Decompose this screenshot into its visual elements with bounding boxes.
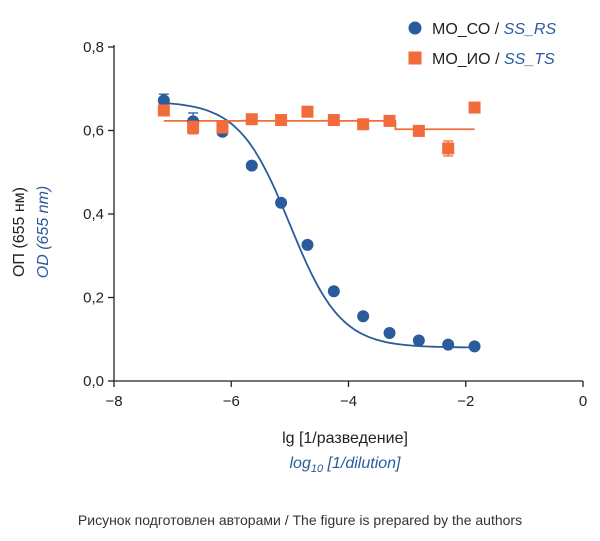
x-axis-title-en-sub: 10 (311, 463, 324, 475)
y-tick-label: 0,2 (83, 290, 104, 307)
data-point-series-1 (357, 310, 370, 323)
data-point-series-2 (301, 105, 314, 118)
x-tick-label: −2 (457, 393, 474, 410)
y-axis-title-ru: ОП (655 нм) (11, 187, 28, 277)
data-point-series-1 (157, 94, 170, 107)
y-tick-label: 0,6 (83, 123, 104, 140)
legend-marker-series-2 (408, 51, 422, 65)
data-point-series-1 (442, 338, 455, 351)
data-point-series-1 (275, 196, 288, 209)
figure-caption: Рисунок подготовлен авторами / The figur… (77, 512, 523, 528)
axes: 0,0 0,2 0,4 0,6 0,8 −8 −6 −4 −2 0 (83, 39, 587, 410)
data-point-series-2 (187, 121, 200, 134)
data-point-series-2 (275, 114, 288, 127)
fit-line-series-1 (163, 102, 475, 349)
legend: МО_СО / SS_RS МО_ИО / SS_TS (408, 21, 556, 68)
data-point-series-2 (383, 114, 396, 127)
data-point-series-1 (468, 340, 481, 353)
data-point-series-2 (157, 104, 170, 117)
x-axis-title-en-prefix: log (290, 455, 311, 472)
data-point-series-1 (245, 159, 258, 172)
data-point-series-1 (301, 238, 314, 251)
data-point-series-2 (442, 142, 455, 155)
data-points (157, 93, 481, 353)
x-axis-title-en-suffix: [1/dilution] (323, 455, 401, 472)
data-point-series-1 (412, 334, 425, 347)
x-tick-label: −4 (340, 393, 357, 410)
legend-marker-series-1 (408, 21, 422, 35)
data-point-series-2 (327, 114, 340, 127)
x-axis-title-en: log10 [1/dilution] (290, 455, 402, 475)
fit-lines (163, 102, 475, 349)
y-tick-label: 0,0 (83, 373, 104, 390)
data-point-series-1 (383, 326, 396, 339)
dose-response-chart: 0,00,20,40,60,8−8 −6 −4 −2 0 МО_СО / SS_RSМО… (11, 21, 587, 475)
data-point-series-2 (216, 121, 229, 134)
y-tick-label: 0,8 (83, 39, 104, 56)
data-point-series-2 (412, 124, 425, 137)
legend-label-series-2: МО_ИО / SS_TS (432, 51, 555, 68)
y-axis-title-en: OD (655 nm) (35, 186, 52, 278)
y-tick-label: 0,4 (83, 206, 104, 223)
x-tick-label: 0 (579, 393, 587, 410)
legend-label-series-1: МО_СО / SS_RS (432, 21, 556, 38)
x-tick-label: −6 (223, 393, 240, 410)
x-axis-title-ru: lg [1/разведение] (282, 430, 408, 447)
x-tick-label: −8 (105, 393, 122, 410)
data-point-series-2 (245, 113, 258, 126)
fit-line-series-2 (163, 119, 475, 131)
axis-titles: ОП (655 нм) OD (655 nm) lg [1/разведение… (11, 186, 408, 475)
data-point-series-1 (327, 285, 340, 298)
data-point-series-2 (468, 101, 481, 114)
data-point-series-2 (357, 118, 370, 131)
